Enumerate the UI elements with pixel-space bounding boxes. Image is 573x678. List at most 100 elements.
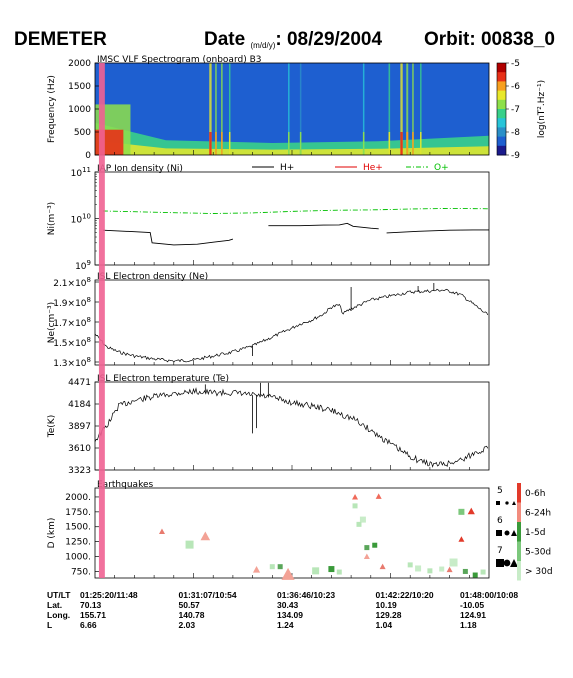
ion-density-y-label: Ni(m⁻³) [47, 202, 57, 235]
spectrogram-burst-2 [221, 63, 223, 155]
earthquake-point-14 [364, 545, 370, 551]
spectrogram-y-tick-label-2: 1000 [68, 105, 91, 115]
time-legend-label-2: 1-5d [525, 528, 545, 538]
magnitude-legend-label-2: 7 [497, 546, 503, 556]
earthquake-point-16 [363, 553, 370, 560]
ion-series-Hplus-segment-1 [268, 222, 379, 230]
colorbar-segment-6 [497, 118, 506, 128]
magnitude-legend-triangle-2 [510, 559, 518, 567]
figure-header: DEMETER Date (m/d/y): 08/29/2004 Orbit: … [0, 0, 573, 60]
time-legend-label-1: 6-24h [525, 509, 551, 519]
earthquake-point-2 [200, 531, 211, 541]
footer-row-utlt: UT/LT 01:25:20/11:48 01:31:07/10:54 01:36:4… [0, 590, 573, 602]
earthquake-point-18 [375, 493, 382, 499]
orbit-footer: UT/LT 01:25:20/11:48 01:31:07/10:54 01:36:4… [0, 590, 573, 640]
spectrogram-burst-core-4 [288, 132, 290, 155]
footer-cell-l: 1.18 [460, 620, 477, 630]
colorbar-tick-label-4: -9 [511, 151, 520, 161]
earthquakes-y-tick-label-3: 1500. [65, 523, 91, 533]
footer-cell-utlt: 01:31:07/10:54 [178, 590, 237, 600]
earthquakes-title: Earthquakes [97, 480, 153, 490]
footer-row-label: Long. [47, 610, 71, 620]
colorbar-segment-3 [497, 90, 506, 101]
footer-cell-long: 129.28 [375, 610, 402, 620]
colorbar-tick-label-0: -5 [511, 59, 520, 69]
footer-row-label: UT/LT [47, 590, 71, 600]
earthquake-point-10 [352, 493, 359, 500]
footer-row-l: L 6.66 2.03 1.24 1.04 1.18 [0, 620, 573, 632]
footer-cell-l: 1.24 [277, 620, 294, 630]
electron-temperature-series [94, 387, 489, 468]
earthquake-point-3 [252, 566, 261, 573]
footer-cell-l: 1.04 [375, 620, 393, 630]
spectrogram-burst-core-5 [299, 132, 302, 155]
earthquake-point-19 [407, 562, 413, 568]
spectrogram-burst-core-0 [209, 132, 212, 155]
spectrogram-burst-core-1 [215, 132, 217, 155]
footer-cell-long: 155.71 [80, 610, 106, 620]
spectrogram-burst-core-8 [400, 132, 403, 155]
footer-row-long: Long. 155.71 140.78 134.09 129.28 124.91 [0, 610, 573, 622]
spectrogram-burst-1 [215, 63, 217, 155]
colorbar-label: log(nT².Hz⁻¹) [537, 80, 547, 138]
earthquake-point-21 [427, 568, 433, 574]
spectrogram-burst-core-7 [388, 132, 391, 155]
date-units: (m/d/y) [250, 41, 276, 50]
earthquakes-y-tick-label-1: 1000. [65, 553, 91, 563]
colorbar-tick-label-1: -6 [511, 82, 520, 92]
earthquake-point-4 [269, 564, 275, 570]
date-value: : 08/29/2004 [275, 29, 383, 50]
electron-temperature-y-tick-label-0: 3323 [68, 466, 91, 476]
spectrogram-burst-7 [388, 63, 391, 155]
colorbar-segment-1 [497, 72, 506, 82]
earthquakes-y-tick-label-5: 2000. [65, 493, 91, 503]
earthquake-point-13 [356, 521, 362, 527]
colorbar-segment-7 [497, 127, 506, 138]
footer-cell-l: 6.66 [80, 620, 97, 630]
magnitude-legend-circle-1 [504, 530, 510, 536]
magnitude-legend-label-1: 6 [497, 516, 503, 526]
earthquake-point-15 [372, 542, 378, 548]
electron-density-y-tick-label-2: 1.7×108 [53, 316, 91, 329]
ion-density-frame [94, 171, 490, 266]
spectrogram-y-tick-label-0: 0 [85, 151, 91, 161]
footer-cell-lat: 70.13 [80, 600, 102, 610]
electron-density-y-tick-label-0: 1.3×108 [53, 356, 91, 369]
footer-cell-lat: 30.43 [277, 600, 299, 610]
mission-title: DEMETER [14, 29, 107, 50]
earthquake-point-22 [439, 566, 445, 572]
footer-row-label: L [47, 620, 53, 630]
spectrogram-burst-core-9 [406, 132, 409, 155]
electron-temperature-y-tick-label-3: 4184 [68, 400, 91, 410]
electron-temperature-title: ISL Electron temperature (Te) [97, 374, 229, 384]
earthquake-point-28 [462, 568, 468, 574]
earthquake-point-24 [449, 558, 458, 567]
ion-series-Hplus-segment-0 [102, 229, 234, 246]
ion-density-y-tick-label-0: 109 [75, 259, 91, 272]
spectrogram-title: IMSC VLF Spectrogram (onboard) B3 [97, 55, 261, 65]
electron-density-title: ISL Electron density (Ne) [97, 272, 208, 282]
footer-cell-utlt: 01:25:20/11:48 [80, 590, 138, 600]
ion-legend-label-0: H+ [280, 163, 294, 173]
earthquake-point-20 [415, 565, 422, 572]
earthquakes-frame [94, 487, 490, 579]
earthquake-point-11 [352, 503, 358, 509]
colorbar-segment-9 [497, 145, 506, 156]
footer-cell-l: 2.03 [178, 620, 196, 630]
spectrogram-burst-11 [420, 63, 422, 155]
magnitude-legend-circle-0 [505, 501, 509, 505]
spectrogram-burst-9 [406, 63, 409, 155]
earthquake-point-17 [379, 563, 386, 570]
spectrogram-y-tick-label-3: 1500 [68, 82, 91, 92]
time-legend-label-3: 5-30d [525, 548, 551, 558]
earthquake-point-8 [328, 566, 335, 573]
electron-temperature-y-tick-label-2: 3897 [68, 422, 91, 432]
footer-cell-lat: 50.57 [178, 600, 200, 610]
ion-density-title: IAP Ion density (Ni) [97, 164, 183, 174]
footer-cell-long: 124.91 [460, 610, 486, 620]
magnitude-legend-triangle-0 [512, 501, 516, 505]
electron-temperature-frame [94, 381, 490, 471]
time-legend-swatch-3 [517, 541, 521, 561]
colorbar-tick-label-3: -8 [511, 128, 520, 138]
time-legend-label-4: > 30d [525, 567, 553, 577]
